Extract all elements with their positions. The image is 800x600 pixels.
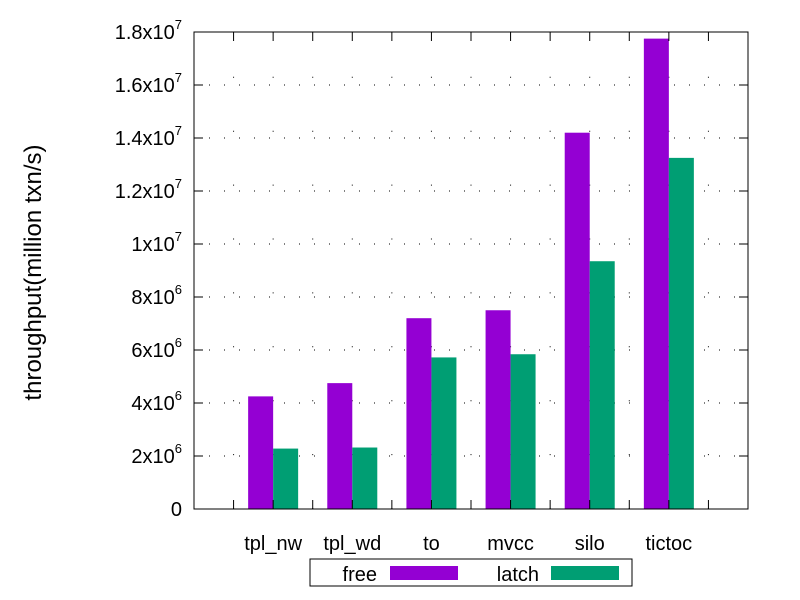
y-axis-title: throughput(million txn/s) [20, 144, 47, 400]
bar-latch-tictoc [668, 157, 694, 509]
y-tick-label: 4x106 [131, 388, 182, 415]
y-tick-label-exponent: 6 [175, 388, 182, 403]
bar-free-tpl_wd [327, 383, 353, 509]
legend-swatch-latch [551, 566, 619, 580]
y-tick-label-exponent: 6 [175, 335, 182, 350]
y-tick-label: 8x106 [131, 282, 182, 309]
x-tick-label: tictoc [646, 533, 693, 555]
y-tick-label-base: 0 [171, 499, 182, 521]
bar-free-silo [564, 132, 590, 509]
y-tick-label: 1.2x107 [115, 176, 182, 203]
x-tick-label: tpl_wd [323, 533, 381, 555]
legend: free latch [309, 558, 633, 587]
y-tick-label-exponent: 7 [175, 70, 182, 85]
x-tick-label: tpl_nw [244, 533, 302, 555]
axis-ticks [194, 31, 748, 510]
y-tick-label-base: 1.4x10 [115, 128, 175, 150]
y-tick-labels: 02x1064x1066x1068x1061x1071.2x1071.4x107… [115, 17, 182, 521]
y-tick-label: 1.4x107 [115, 123, 182, 150]
y-tick-label-base: 6x10 [131, 340, 174, 362]
y-tick-label-exponent: 7 [175, 17, 182, 32]
y-tick-label-exponent: 7 [175, 229, 182, 244]
y-tick-label: 6x106 [131, 335, 182, 362]
y-tick-label-base: 1.8x10 [115, 22, 175, 44]
bars [248, 38, 694, 509]
bar-free-tpl_nw [248, 396, 274, 509]
bar-free-mvcc [485, 310, 511, 509]
y-tick-label-exponent: 6 [175, 282, 182, 297]
x-tick-label: silo [575, 533, 605, 555]
x-tick-label: to [423, 533, 440, 555]
y-tick-label: 1x107 [131, 229, 182, 256]
y-tick-label-base: 1.2x10 [115, 181, 175, 203]
y-tick-label-exponent: 6 [175, 441, 182, 456]
y-tick-label: 2x106 [131, 441, 182, 468]
y-tick-label: 0 [171, 499, 182, 521]
y-tick-label-base: 4x10 [131, 393, 174, 415]
y-tick-label-base: 8x10 [131, 287, 174, 309]
bar-free-to [406, 318, 432, 509]
y-tick-label-base: 1.6x10 [115, 75, 175, 97]
bar-latch-tpl_nw [273, 448, 299, 509]
y-tick-label: 1.8x107 [115, 17, 182, 44]
legend-label-free: free [343, 564, 377, 586]
x-tick-label: mvcc [487, 533, 534, 555]
legend-swatch-free [390, 566, 458, 580]
bar-latch-silo [589, 261, 615, 509]
y-tick-label-exponent: 7 [175, 123, 182, 138]
bar-latch-to [431, 357, 457, 509]
x-tick-labels: tpl_nw tpl_wd to mvcc silo tictoc [244, 533, 692, 555]
legend-label-latch: latch [497, 564, 539, 586]
bar-latch-tpl_wd [352, 447, 378, 509]
bar-latch-mvcc [510, 354, 536, 509]
y-tick-label-base: 2x10 [131, 446, 174, 468]
y-tick-label: 1.6x107 [115, 70, 182, 97]
bar-free-tictoc [643, 38, 669, 509]
y-tick-label-base: 1x10 [131, 234, 174, 256]
y-tick-label-exponent: 7 [175, 176, 182, 191]
